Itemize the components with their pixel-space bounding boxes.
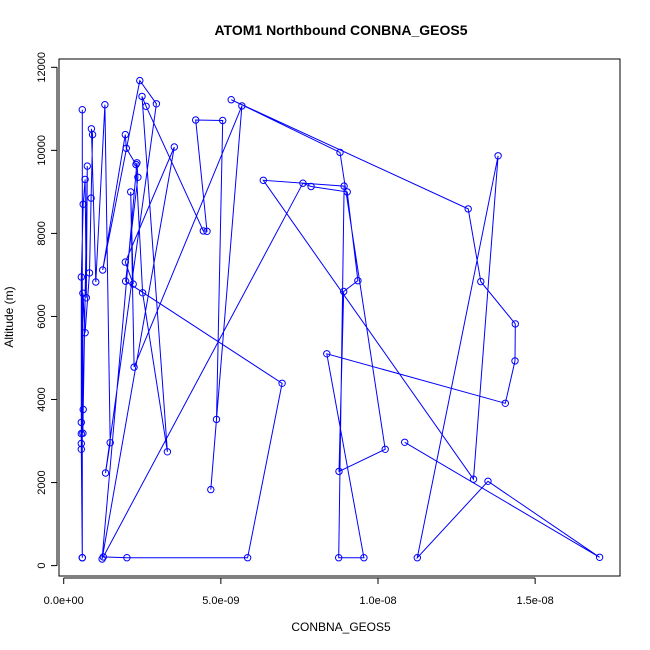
y-tick-label: 8000	[36, 221, 48, 245]
data-point	[227, 96, 235, 104]
chart-title: ATOM1 Northbound CONBNA_GEOS5	[214, 22, 467, 38]
series-line	[80, 79, 600, 560]
data-point	[477, 277, 485, 286]
data-point	[106, 439, 114, 447]
data-point	[83, 162, 92, 170]
data-point	[595, 553, 604, 561]
data-point	[99, 266, 107, 274]
y-tick-label: 12000	[36, 52, 48, 83]
data-point	[511, 320, 519, 328]
data-point	[77, 273, 86, 281]
series-layer	[77, 76, 604, 563]
data-point	[99, 553, 108, 561]
x-axis-label: CONBNA_GEOS5	[291, 620, 391, 634]
data-point	[130, 363, 138, 371]
data-point	[170, 143, 179, 151]
data-point	[336, 148, 344, 157]
data-point	[101, 101, 109, 109]
data-point	[121, 277, 130, 285]
x-axis: 0.0e+00 5.0e-09 1.0e-08 1.5e-08	[44, 577, 554, 607]
data-point	[299, 179, 307, 187]
data-point	[203, 227, 211, 236]
y-tick-label: 4000	[36, 387, 48, 411]
y-axis: 0 2000 4000 6000 8000 10000 12000	[36, 52, 58, 569]
data-point	[92, 278, 100, 286]
data-point	[212, 415, 221, 424]
data-point	[81, 175, 89, 184]
data-point	[79, 289, 87, 297]
data-point	[354, 277, 362, 285]
data-point	[136, 76, 144, 85]
data-point	[511, 357, 519, 365]
data-point	[340, 287, 348, 296]
data-point	[142, 102, 150, 111]
data-point	[278, 379, 286, 387]
data-point	[101, 469, 110, 477]
x-tick-label: 1.5e-08	[516, 595, 553, 607]
data-point	[134, 173, 142, 182]
data-point	[243, 554, 252, 562]
data-point	[484, 477, 492, 485]
x-tick-label: 5.0e-09	[202, 595, 239, 607]
y-tick-label: 0	[36, 563, 48, 569]
data-point	[78, 554, 87, 562]
data-point	[138, 92, 146, 101]
data-point	[192, 116, 200, 124]
data-point	[87, 194, 95, 202]
data-point	[81, 329, 89, 337]
data-point	[122, 144, 131, 153]
data-point	[78, 106, 87, 114]
data-point	[360, 554, 368, 562]
data-point	[121, 258, 130, 266]
data-point	[77, 445, 86, 453]
data-point	[323, 350, 331, 358]
data-point	[79, 429, 87, 437]
data-point	[152, 100, 161, 108]
data-point	[129, 280, 137, 288]
data-point	[259, 176, 267, 185]
data-point	[335, 467, 343, 476]
data-point	[77, 439, 86, 448]
data-point	[307, 182, 315, 191]
data-point	[340, 182, 348, 190]
data-point	[501, 399, 509, 407]
data-point	[79, 405, 87, 414]
y-axis-label: Altitude (m)	[2, 286, 16, 347]
data-point	[133, 159, 141, 167]
x-tick-label: 1.0e-08	[359, 595, 396, 607]
data-point	[138, 289, 147, 297]
data-point	[238, 102, 246, 110]
data-point	[87, 125, 96, 133]
data-point	[79, 200, 87, 209]
data-point	[381, 445, 389, 453]
data-point	[413, 554, 421, 562]
data-point	[343, 188, 351, 196]
data-point	[77, 418, 86, 427]
y-tick-label: 6000	[36, 304, 48, 328]
data-point	[123, 554, 131, 562]
data-point	[464, 205, 472, 213]
data-point	[401, 438, 409, 446]
y-tick-label: 2000	[36, 470, 48, 494]
data-point	[494, 152, 502, 160]
data-point	[207, 485, 215, 494]
data-point	[127, 188, 135, 196]
data-point	[85, 269, 94, 277]
data-point	[469, 475, 478, 483]
plot-frame	[58, 58, 621, 577]
data-point	[121, 130, 130, 139]
data-point	[199, 227, 208, 235]
data-point	[335, 554, 343, 562]
data-point	[219, 116, 227, 125]
y-tick-label: 10000	[36, 135, 48, 166]
x-tick-label: 0.0e+00	[44, 595, 84, 607]
data-point	[163, 448, 172, 456]
